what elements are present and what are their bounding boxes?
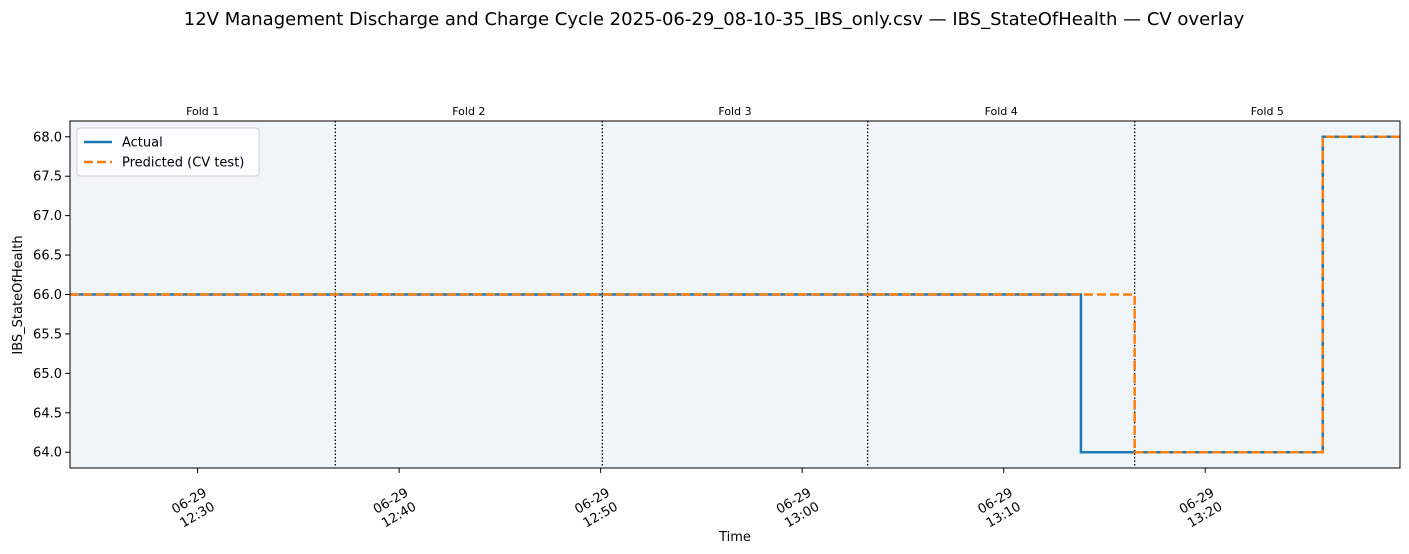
fold-label: Fold 3: [718, 105, 751, 118]
fold-label: Fold 2: [452, 105, 485, 118]
y-tick-label: 65.5: [33, 327, 62, 342]
legend-label: Predicted (CV test): [122, 156, 244, 171]
fold-label: Fold 4: [985, 105, 1018, 118]
legend: Actual Predicted (CV test): [76, 127, 260, 177]
y-tick-label: 66.5: [33, 249, 62, 264]
y-tick-label: 64.5: [33, 406, 62, 421]
legend-box: [76, 127, 260, 177]
series-line-predicted: [70, 135, 1400, 454]
y-tick-label: 65.0: [33, 367, 62, 382]
fold-label: Fold 1: [186, 105, 219, 118]
fold-labels: Fold 1 Fold 2 Fold 3 Fold 4 Fold 5: [186, 105, 1284, 118]
y-tick-label: 67.0: [33, 209, 62, 224]
chart-title: 12V Management Discharge and Charge Cycl…: [184, 9, 1245, 30]
fold-label: Fold 5: [1251, 105, 1284, 118]
y-tick-label: 67.5: [33, 170, 62, 185]
y-axis-label: IBS_StateOfHealth: [11, 235, 26, 354]
y-tick-label: 64.0: [33, 446, 62, 461]
y-axis: 64.0 64.5 65.0 65.5 66.0 66.5 67.0 67.5 68.0: [33, 130, 70, 461]
x-axis-label: Time: [718, 530, 751, 545]
fold-region-5: [1134, 121, 1400, 468]
y-tick-label: 66.0: [33, 288, 62, 303]
y-tick-label: 68.0: [33, 130, 62, 145]
legend-label: Actual: [122, 136, 163, 151]
